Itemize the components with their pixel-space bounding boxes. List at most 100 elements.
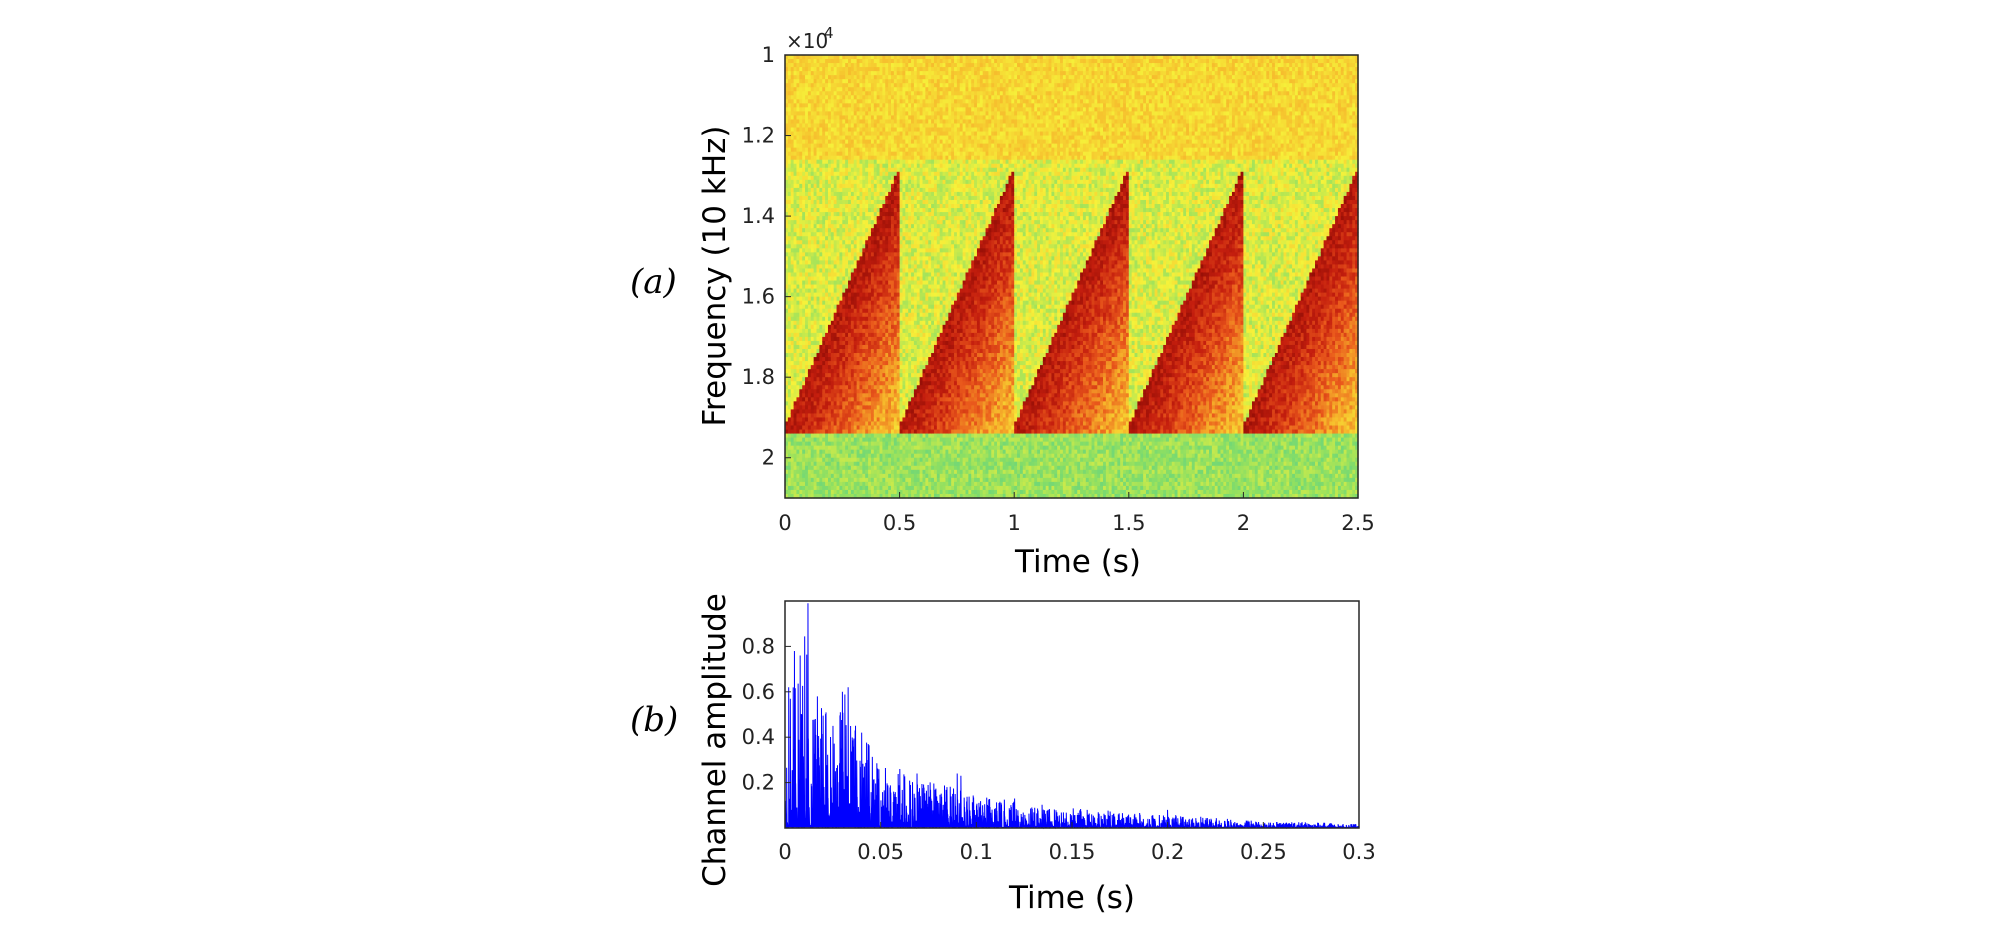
spectrogram-cell	[827, 288, 832, 294]
spectrogram-cell	[827, 67, 832, 72]
spectrogram-cell	[796, 429, 800, 435]
spectrogram-cell	[825, 433, 829, 439]
spectrogram-cell	[825, 155, 829, 161]
spectrogram-cell	[822, 272, 826, 278]
spectrogram-cell	[822, 260, 826, 266]
spectrogram-cell	[822, 493, 826, 499]
spectrogram-cell	[796, 328, 800, 334]
spectrogram-cell	[813, 119, 818, 125]
spectrogram-cell	[822, 481, 826, 487]
spectrogram-cell	[807, 252, 812, 257]
spectrogram-cell	[827, 284, 832, 290]
spectrogram-cell	[816, 79, 820, 84]
spectrogram-cell	[807, 143, 812, 149]
spectrogram-cell	[799, 159, 803, 165]
spectrogram-cell	[787, 83, 792, 88]
spectrogram-cell	[793, 324, 798, 330]
spectrogram-cell	[813, 191, 818, 197]
spectrogram-cell	[819, 377, 823, 382]
spectrogram-cell	[787, 421, 792, 427]
spectrogram-cell	[799, 332, 803, 338]
spectrogram-cell	[822, 183, 826, 189]
spectrogram-cell	[790, 240, 795, 245]
spectrogram-cell	[785, 143, 789, 149]
spectrogram-cell	[796, 405, 800, 410]
spectrogram-cell	[785, 405, 789, 410]
spectrogram-cell	[799, 155, 803, 161]
spectrogram-cell	[793, 75, 798, 80]
spectrogram-cell	[816, 212, 820, 217]
spectrogram-cell	[805, 477, 809, 483]
spectrogram-cell	[790, 276, 795, 282]
spectrogram-cell	[816, 385, 820, 390]
spectrogram-cell	[822, 296, 826, 302]
spectrogram-cell	[810, 63, 815, 68]
spectrogram-cell	[816, 397, 820, 402]
spectrogram-cell	[790, 216, 795, 221]
spectrogram-cell	[813, 381, 818, 386]
spectrogram-cell	[810, 280, 815, 286]
spectrogram-cell	[793, 63, 798, 68]
spectrogram-cell	[822, 99, 826, 104]
spectrogram-cell	[813, 220, 818, 225]
spectrogram-cell	[787, 115, 792, 121]
spectrogram-cell	[816, 119, 820, 125]
spectrogram-cell	[790, 111, 795, 117]
spectrogram-cell	[827, 296, 832, 302]
spectrogram-cell	[822, 191, 826, 197]
spectrogram-cell	[810, 389, 815, 394]
spectrogram-cell	[796, 493, 800, 499]
spectrogram-cell	[790, 63, 795, 68]
spectrogram-cell	[819, 477, 823, 483]
spectrogram-cell	[822, 361, 826, 366]
spectrogram-cell	[796, 361, 800, 366]
spectrogram-cell	[810, 393, 815, 398]
spectrogram-cell	[802, 256, 806, 261]
spectrogram-cell	[825, 344, 829, 350]
spectrogram-cell	[816, 135, 820, 141]
spectrogram-cell	[802, 328, 806, 334]
spectrogram-cell	[793, 107, 798, 112]
spectrogram-cell	[825, 123, 829, 129]
spectrogram-cell	[805, 171, 809, 177]
spectrogram-cell	[796, 332, 800, 338]
spectrogram-cell	[825, 228, 829, 233]
spectrogram-cell	[799, 55, 803, 60]
spectrogram-cell	[785, 260, 789, 266]
spectrogram-cell	[807, 292, 812, 298]
spectrogram-cell	[819, 300, 823, 306]
spectrogram-cell	[787, 320, 792, 326]
spectrogram-cell	[805, 413, 809, 419]
spectrogram-cell	[825, 131, 829, 137]
spectrogram-cell	[807, 433, 812, 439]
spectrogram-cell	[802, 453, 806, 459]
spectrogram-cell	[790, 175, 795, 181]
spectrogram-cell	[810, 260, 815, 266]
spectrogram-cell	[785, 139, 789, 145]
spectrogram-cell	[807, 131, 812, 137]
spectrogram-cell	[822, 280, 826, 286]
spectrogram-cell	[793, 308, 798, 314]
spectrogram-cell	[807, 409, 812, 415]
spectrogram-cell	[790, 171, 795, 177]
spectrogram-cell	[785, 252, 789, 257]
spectrogram-cell	[819, 256, 823, 261]
spectrogram-cell	[796, 344, 800, 350]
spectrogram-cell	[807, 316, 812, 322]
spectrogram-cell	[810, 151, 815, 157]
spectrogram-cell	[805, 208, 809, 213]
spectrogram-cell	[807, 361, 812, 366]
spectrogram-cell	[822, 123, 826, 129]
spectrogram-cell	[807, 461, 812, 467]
spectrogram-cell	[813, 59, 818, 64]
spectrogram-cell	[787, 244, 792, 249]
spectrogram-cell	[799, 79, 803, 84]
spectrogram-cell	[793, 332, 798, 338]
spectrogram-cell	[825, 469, 829, 475]
spectrogram-cell	[802, 240, 806, 245]
spectrogram-cell	[807, 437, 812, 443]
spectrogram-cell	[793, 115, 798, 121]
spectrogram-cell	[802, 461, 806, 467]
spectrogram-cell	[796, 244, 800, 249]
spectrogram-cell	[796, 159, 800, 165]
